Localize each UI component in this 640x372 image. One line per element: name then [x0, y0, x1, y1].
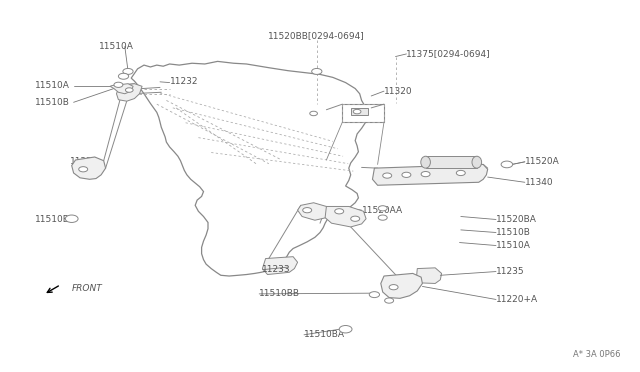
Text: 11510BA: 11510BA	[35, 215, 76, 224]
Circle shape	[114, 82, 123, 87]
Circle shape	[65, 215, 78, 222]
Polygon shape	[342, 104, 384, 122]
Text: 11510B: 11510B	[35, 98, 70, 107]
Polygon shape	[325, 206, 366, 227]
Circle shape	[123, 68, 133, 74]
Circle shape	[303, 208, 312, 213]
Text: 11220: 11220	[70, 157, 99, 166]
Text: 11510A: 11510A	[35, 81, 70, 90]
Circle shape	[383, 173, 392, 178]
Circle shape	[378, 215, 387, 220]
Polygon shape	[416, 268, 442, 283]
Circle shape	[335, 209, 344, 214]
Circle shape	[118, 73, 129, 79]
Polygon shape	[298, 203, 330, 220]
Circle shape	[385, 298, 394, 303]
Circle shape	[351, 216, 360, 221]
Polygon shape	[110, 84, 133, 94]
Text: 11232: 11232	[170, 77, 198, 86]
Polygon shape	[131, 61, 371, 276]
Text: 11510B: 11510B	[496, 228, 531, 237]
Text: 11510A: 11510A	[99, 42, 134, 51]
Text: 11340: 11340	[525, 178, 554, 187]
Text: 11510BA: 11510BA	[304, 330, 345, 339]
Text: 11220+A: 11220+A	[496, 295, 538, 304]
Text: 11510A: 11510A	[496, 241, 531, 250]
Text: 11233: 11233	[262, 265, 291, 274]
Circle shape	[456, 170, 465, 176]
Circle shape	[310, 111, 317, 116]
Text: 11520BA: 11520BA	[496, 215, 537, 224]
Polygon shape	[372, 164, 488, 185]
Circle shape	[378, 206, 387, 211]
Circle shape	[402, 172, 411, 177]
Text: 11520AA: 11520AA	[362, 206, 403, 215]
Polygon shape	[381, 273, 422, 298]
Text: 11235: 11235	[496, 267, 525, 276]
Circle shape	[79, 167, 88, 172]
Polygon shape	[262, 257, 298, 275]
Bar	[426, 156, 477, 168]
Ellipse shape	[472, 156, 482, 168]
Circle shape	[125, 88, 133, 92]
Text: 11320: 11320	[384, 87, 413, 96]
Text: A* 3A 0P66: A* 3A 0P66	[573, 350, 621, 359]
Ellipse shape	[421, 156, 431, 168]
Circle shape	[312, 68, 322, 74]
Circle shape	[339, 326, 352, 333]
Circle shape	[353, 109, 361, 114]
Circle shape	[421, 171, 430, 177]
Circle shape	[389, 285, 398, 290]
Polygon shape	[351, 108, 368, 115]
Text: 11520A: 11520A	[525, 157, 559, 166]
Text: 11375[0294-0694]: 11375[0294-0694]	[406, 49, 491, 58]
Circle shape	[501, 161, 513, 168]
Text: 11520BB[0294-0694]: 11520BB[0294-0694]	[268, 31, 365, 40]
Polygon shape	[72, 157, 106, 179]
Text: 11510BB: 11510BB	[259, 289, 300, 298]
Circle shape	[369, 292, 380, 298]
Polygon shape	[116, 84, 142, 101]
Text: FRONT: FRONT	[72, 284, 102, 293]
